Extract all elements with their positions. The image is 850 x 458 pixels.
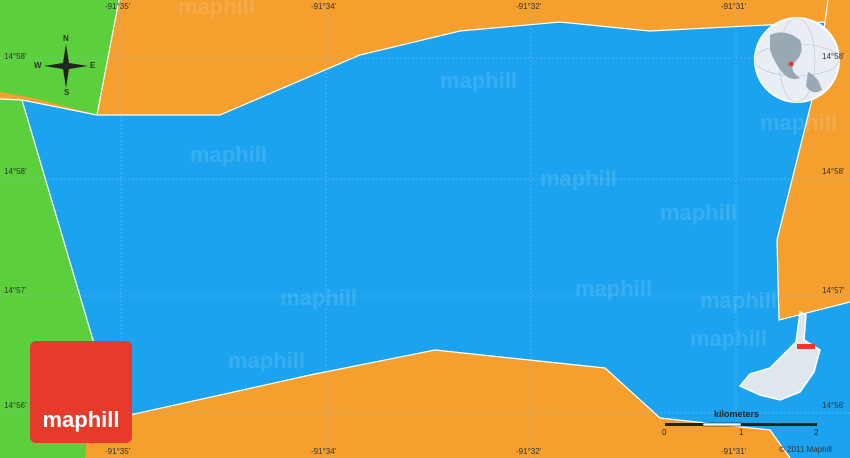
latitude-label: 14°58' xyxy=(4,52,27,61)
scale-bar xyxy=(665,422,817,427)
watermark: maphill xyxy=(190,142,268,167)
compass-south: S xyxy=(64,88,70,97)
globe-icon xyxy=(754,17,840,103)
compass-east: E xyxy=(90,61,96,70)
latitude-label: 14°57' xyxy=(4,286,27,295)
compass-west: W xyxy=(34,61,42,70)
latitude-label: 14°56' xyxy=(4,401,27,410)
latitude-label: 14°56' xyxy=(822,401,845,410)
longitude-label: -91°35' xyxy=(105,447,131,456)
green-land-northwest xyxy=(0,0,119,115)
compass-north: N xyxy=(63,34,69,43)
longitude-label: -91°35' xyxy=(105,2,131,11)
watermark: maphill xyxy=(228,348,306,373)
scale-title: kilometers xyxy=(714,409,760,419)
latitude-label: 14°57' xyxy=(822,286,845,295)
lake-water xyxy=(22,22,850,458)
latitude-label: 14°58' xyxy=(822,167,845,176)
longitude-label: -91°32' xyxy=(516,447,542,456)
location-inset-icon xyxy=(738,310,821,401)
watermark: maphill xyxy=(690,326,768,351)
watermark: maphill xyxy=(700,288,778,313)
watermark: maphill xyxy=(178,0,256,19)
longitude-label: -91°34' xyxy=(311,2,337,11)
watermark: maphill xyxy=(660,200,738,225)
watermark: maphill xyxy=(575,276,653,301)
longitude-label: -91°34' xyxy=(311,447,337,456)
shoreline-green xyxy=(96,0,120,116)
scale-tick: 2 xyxy=(814,428,819,437)
shoreline xyxy=(0,0,829,116)
longitude-label: -91°32' xyxy=(516,2,542,11)
latitude-label: 14°58' xyxy=(822,52,845,61)
watermark: maphill xyxy=(440,68,518,93)
compass-rose-icon xyxy=(44,44,88,88)
latitude-label: 14°58' xyxy=(4,167,27,176)
watermark: maphill xyxy=(540,166,618,191)
longitude-label: -91°31' xyxy=(721,447,747,456)
longitude-label: -91°31' xyxy=(721,2,747,11)
scale-tick: 1 xyxy=(739,428,744,437)
copyright-text: © 2011 Maphill xyxy=(779,445,832,454)
watermark: maphill xyxy=(760,110,838,135)
scale-tick: 0 xyxy=(662,428,667,437)
logo-text: maphill xyxy=(42,407,120,432)
watermark: maphill xyxy=(280,285,358,310)
maphill-logo[interactable]: maphill xyxy=(30,341,132,443)
